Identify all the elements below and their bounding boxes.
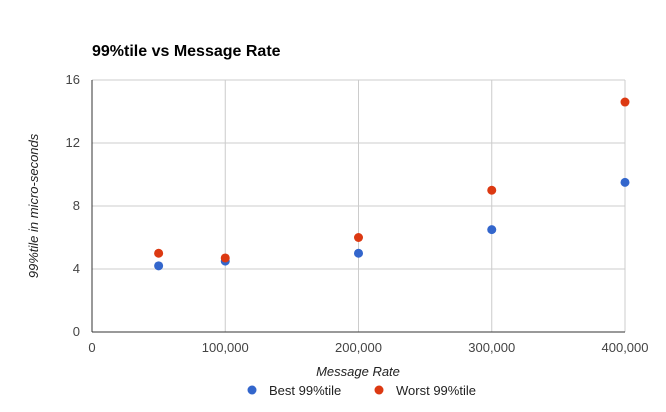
data-point-series-2: [487, 185, 497, 195]
data-point-series-1: [487, 225, 497, 235]
y-tick-label: 4: [73, 261, 80, 276]
data-point-series-1: [154, 261, 164, 271]
x-tick-label: 300,000: [468, 340, 515, 355]
axes: 0 4 8 12 16 0 100,000 200,000 300,000 400,000: [66, 72, 649, 355]
legend: Best 99%tile Worst 99%tile: [247, 383, 476, 398]
data-point-series-2: [154, 248, 164, 258]
y-axis-label: 99%tile in micro-seconds: [26, 133, 41, 278]
y-tick-label: 12: [66, 135, 80, 150]
chart-title: 99%tile vs Message Rate: [92, 43, 281, 60]
x-tick-label: 200,000: [335, 340, 382, 355]
data-point-series-2: [620, 97, 630, 107]
legend-label: Worst 99%tile: [396, 383, 476, 398]
x-axis-label: Message Rate: [316, 364, 400, 379]
x-tick-label: 400,000: [602, 340, 649, 355]
x-tick-label: 100,000: [202, 340, 249, 355]
legend-marker: [374, 385, 384, 395]
y-tick-label: 16: [66, 72, 80, 87]
gridlines: [92, 79, 626, 332]
legend-marker: [247, 385, 257, 395]
x-tick-label: 0: [88, 340, 95, 355]
y-tick-label: 0: [73, 324, 80, 339]
data-point-series-1: [620, 177, 630, 187]
data-points: [154, 97, 630, 271]
data-point-series-2: [220, 253, 230, 263]
data-point-series-1: [354, 248, 363, 258]
data-point-series-2: [354, 233, 363, 242]
legend-label: Best 99%tile: [269, 383, 341, 398]
y-tick-label: 8: [73, 198, 80, 213]
